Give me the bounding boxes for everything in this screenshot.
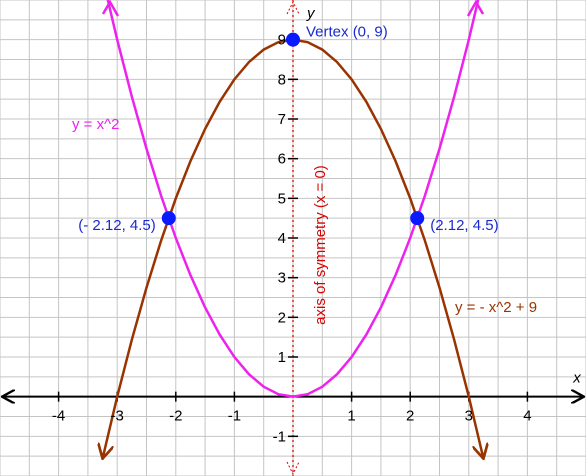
x-tick-label: -3	[111, 408, 124, 425]
curve-label: y = x^2	[72, 116, 119, 133]
y-tick-label: 8	[278, 71, 286, 88]
point-label: (2.12, 4.5)	[430, 217, 498, 234]
x-tick-label: 1	[347, 408, 355, 425]
point	[410, 211, 425, 226]
y-tick-label: -1	[273, 428, 286, 445]
symmetry-arrow	[286, 0, 300, 476]
y-tick-label: 2	[278, 309, 286, 326]
curve-label: y = - x^2 + 9	[455, 299, 537, 316]
curve-arrow	[101, 0, 120, 17]
x-tick-label: 2	[406, 408, 414, 425]
symmetry-label: axis of symmetry (x = 0)	[312, 165, 329, 325]
point-label: (- 2.12, 4.5)	[78, 217, 156, 234]
point	[161, 211, 176, 226]
point-label: Vertex (0, 9)	[306, 24, 388, 41]
x-tick-label: -4	[52, 408, 65, 425]
y-tick-label: 7	[278, 111, 286, 128]
y-tick-label: 4	[278, 230, 286, 247]
y-tick-label: 6	[278, 151, 286, 168]
y-tick-label: 3	[278, 270, 286, 287]
y-tick-label: 1	[278, 349, 286, 366]
curve	[106, 0, 480, 398]
point	[286, 32, 300, 47]
y-tick-label: 5	[278, 190, 286, 207]
curve-arrow	[466, 0, 485, 17]
y-tick-label: 9	[278, 32, 286, 49]
x-tick-label: 3	[465, 408, 473, 425]
x-tick-label: -1	[228, 408, 241, 425]
x-tick-label: 4	[523, 408, 531, 425]
y-axis-label: y	[306, 5, 316, 22]
x-tick-label: -2	[169, 408, 182, 425]
x-axis-label: x	[572, 370, 581, 387]
